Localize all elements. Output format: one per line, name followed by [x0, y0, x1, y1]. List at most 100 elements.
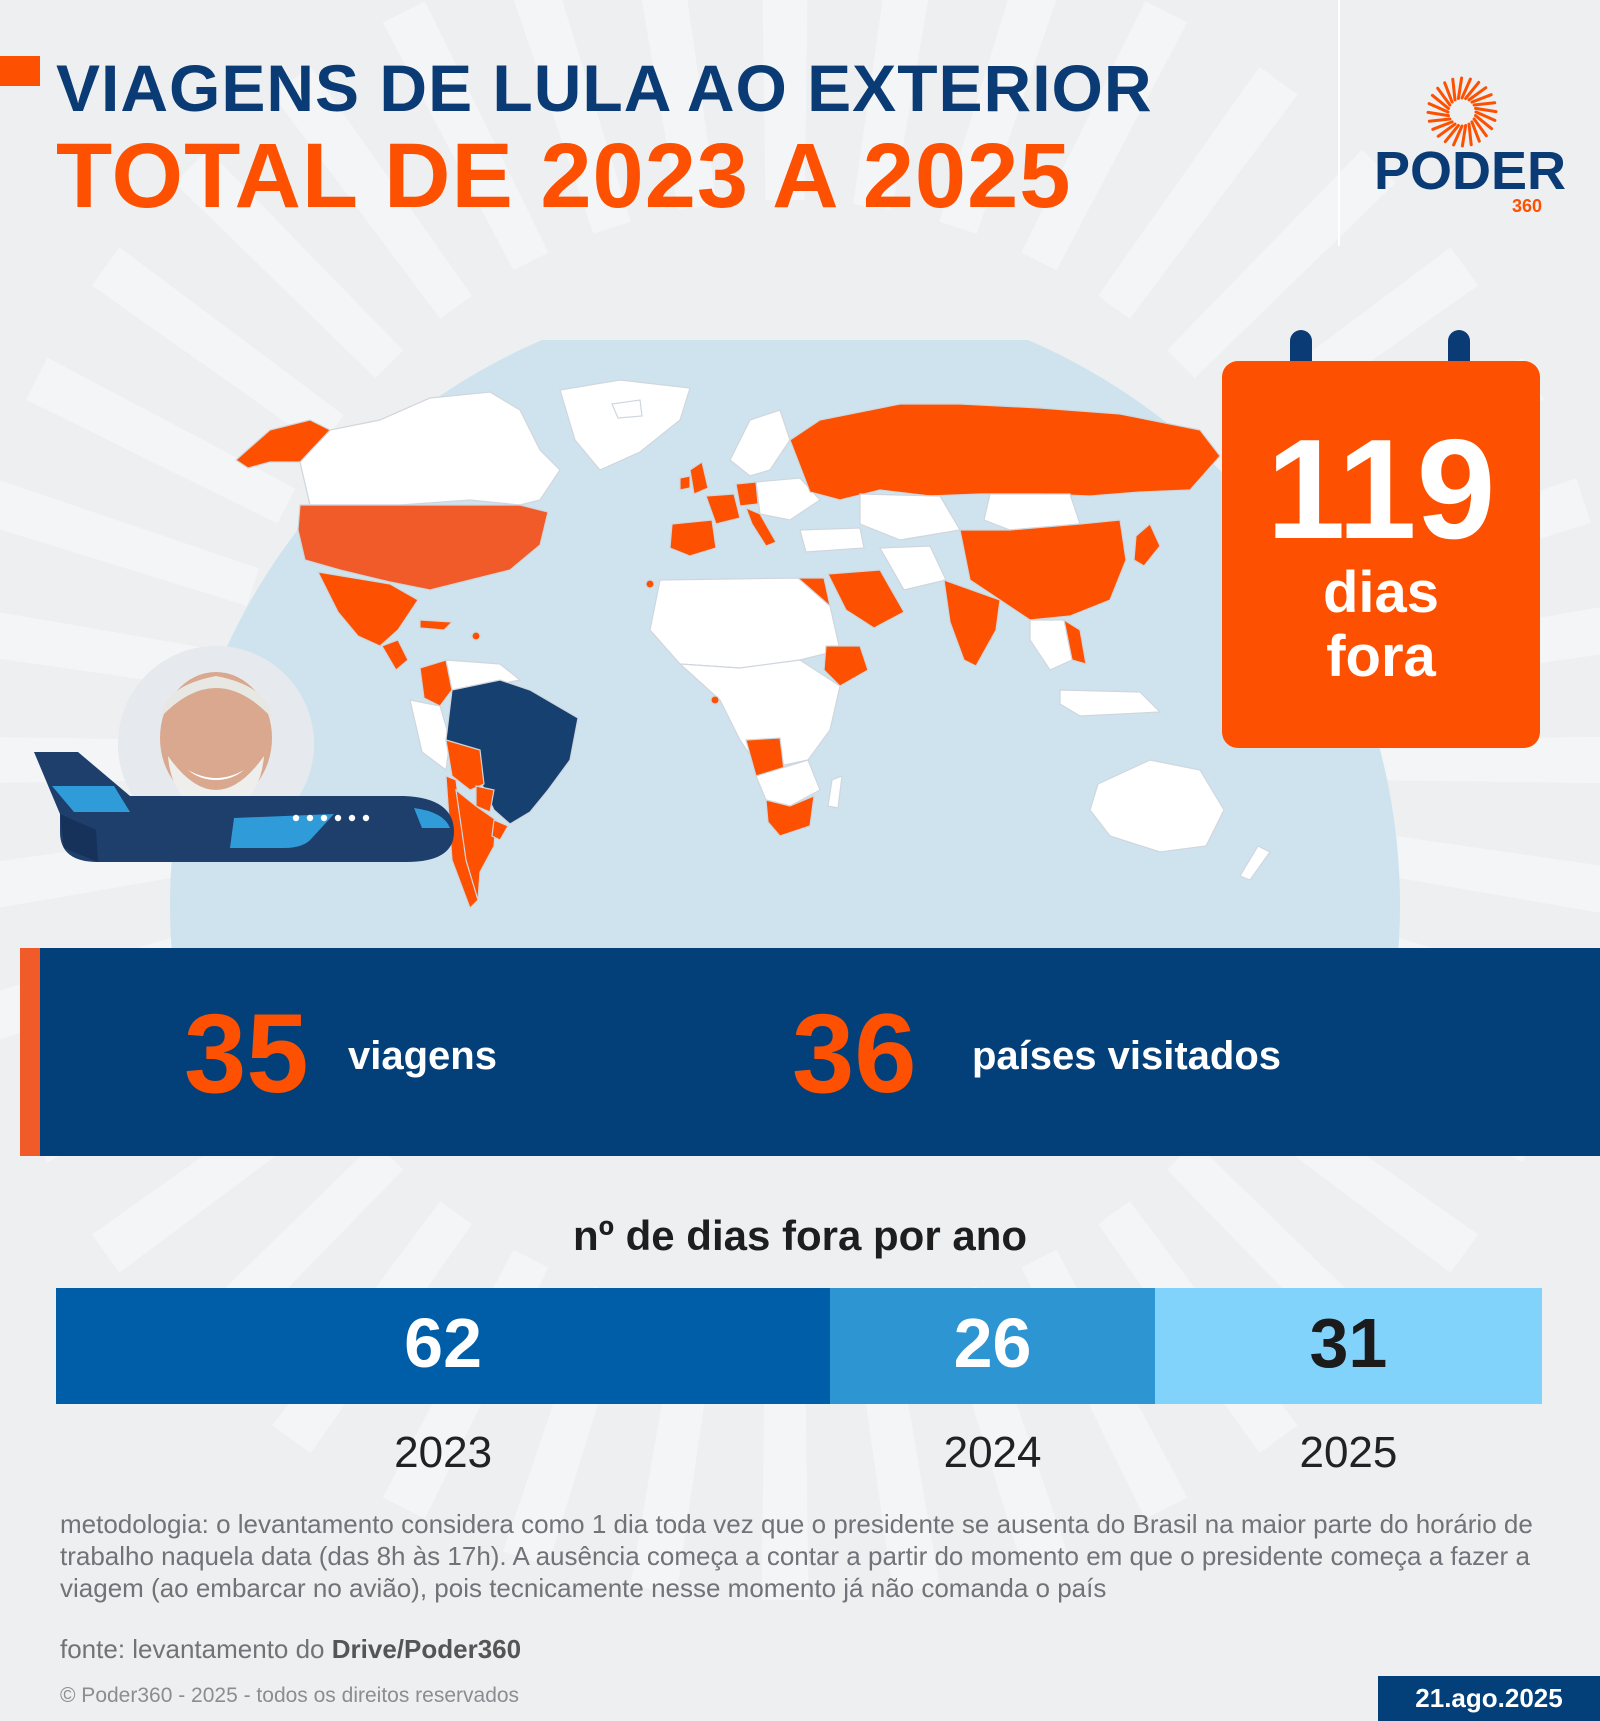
country-canada	[299, 391, 561, 506]
sun-ray	[1467, 122, 1473, 147]
country-paraguay	[475, 785, 495, 813]
country-alaska	[235, 419, 331, 469]
country-turkey	[799, 527, 865, 553]
country-madagascar	[827, 775, 843, 809]
sun-ray	[1436, 122, 1457, 138]
days-away-total: 119	[1266, 410, 1496, 569]
country-new-zealand	[1239, 845, 1271, 881]
background-ray	[0, 480, 259, 606]
country-portugal-spain	[669, 519, 717, 557]
background-ray	[272, 66, 472, 319]
background-ray	[91, 247, 344, 447]
poder360-sun-icon	[1426, 76, 1498, 148]
bar-value-2024: 26	[953, 1304, 1032, 1382]
countries-label: países visitados	[972, 1034, 1282, 1078]
country-saudi-arabia	[827, 569, 905, 629]
background-ray	[513, 0, 631, 234]
year-label-2023: 2023	[394, 1428, 493, 1477]
country-se-asia	[1029, 619, 1073, 671]
bar-2025: 31	[1154, 1288, 1542, 1404]
sun-ray	[1427, 102, 1450, 114]
background-ray	[1021, 1, 1188, 271]
publication-date: 21.ago.2025	[1378, 1676, 1600, 1721]
country-kazakhstan	[859, 493, 961, 541]
country-central-europe	[755, 477, 821, 521]
sun-ray	[1470, 120, 1481, 143]
sun-ray	[1456, 76, 1464, 100]
airplane-icon	[34, 752, 454, 862]
country-germany	[735, 481, 759, 507]
country-mexico	[316, 571, 419, 647]
background-ray	[1334, 828, 1600, 913]
trips-count: 35	[184, 991, 309, 1116]
sun-ray	[1474, 110, 1497, 122]
sun-ray	[1464, 80, 1481, 100]
island-cape-verde	[710, 695, 720, 705]
stats-band-accent	[20, 948, 40, 1156]
country-central-africa	[678, 659, 841, 771]
sun-ray	[1472, 101, 1497, 107]
chart-title: nº de dias fora por ano	[572, 1212, 1028, 1259]
source-name: Drive/Poder360	[331, 1634, 522, 1664]
country-ethiopia	[823, 645, 869, 687]
source-note: fonte: levantamento do Drive/Poder360	[60, 1634, 521, 1665]
sun-ray	[1430, 93, 1450, 110]
sun-ray	[1451, 77, 1457, 102]
country-france	[705, 493, 741, 525]
bar-2024: 26	[830, 1288, 1155, 1404]
country-russia	[789, 403, 1221, 501]
country-indonesia	[1059, 689, 1162, 717]
country-australia	[1089, 759, 1225, 853]
sun-ray	[1474, 106, 1498, 114]
source-prefix: fonte: levantamento do	[60, 1634, 332, 1664]
days-away-label-1: dias	[1322, 560, 1440, 625]
country-ireland	[679, 475, 691, 491]
bar-value-2025: 31	[1309, 1304, 1388, 1382]
sun-ray	[1436, 86, 1452, 107]
title-line-2: TOTAL DE 2023 A 2025	[56, 125, 1072, 227]
country-japan	[1133, 523, 1161, 567]
background-ray	[382, 1, 549, 271]
sun-ray	[1460, 77, 1472, 100]
background-ray	[174, 149, 404, 379]
year-label-2025: 2025	[1299, 1428, 1398, 1477]
country-greenland	[559, 379, 691, 471]
country-south-africa	[765, 795, 815, 837]
bar-2023: 62	[56, 1288, 831, 1404]
sun-ray	[1443, 81, 1454, 104]
background-ray	[1344, 736, 1600, 784]
header-divider	[1338, 0, 1340, 246]
country-uruguay	[491, 819, 509, 841]
sun-ray	[1474, 114, 1494, 131]
year-label-2024: 2024	[943, 1428, 1042, 1477]
title-line-1: VIAGENS DE LULA AO EXTERIOR	[56, 51, 1153, 125]
country-colombia	[419, 659, 453, 707]
sun-ray	[1431, 120, 1454, 131]
country-italy	[744, 506, 777, 547]
countries-count: 36	[792, 991, 917, 1116]
calendar-card: 119 dias fora	[1222, 361, 1540, 748]
country-central-america	[381, 639, 409, 671]
background-ray	[762, 0, 808, 201]
country-china	[959, 519, 1127, 621]
country-argentina	[455, 788, 497, 901]
trips-label: viagens	[348, 1034, 497, 1078]
logo-word: PODER	[1374, 141, 1567, 201]
background-ray	[641, 0, 717, 211]
days-per-year-chart: 62 26 31	[56, 1288, 1542, 1404]
country-india	[943, 579, 1001, 667]
island-azores	[645, 579, 655, 589]
sun-ray	[1452, 124, 1464, 147]
title-accent-bar	[0, 56, 40, 86]
bar-value-2023: 62	[404, 1304, 483, 1382]
background-ray	[1098, 66, 1298, 319]
background-ray	[939, 0, 1057, 234]
copyright: © Poder360 - 2025 - todos os direitos re…	[60, 1684, 520, 1707]
country-usa	[297, 504, 549, 591]
sun-ray	[1470, 93, 1493, 104]
country-iran	[878, 545, 947, 591]
country-uk	[689, 461, 709, 495]
methodology-note: metodologia: o levantamento considera co…	[60, 1509, 1533, 1603]
sun-ray	[1472, 117, 1488, 138]
country-cuba	[419, 619, 454, 631]
